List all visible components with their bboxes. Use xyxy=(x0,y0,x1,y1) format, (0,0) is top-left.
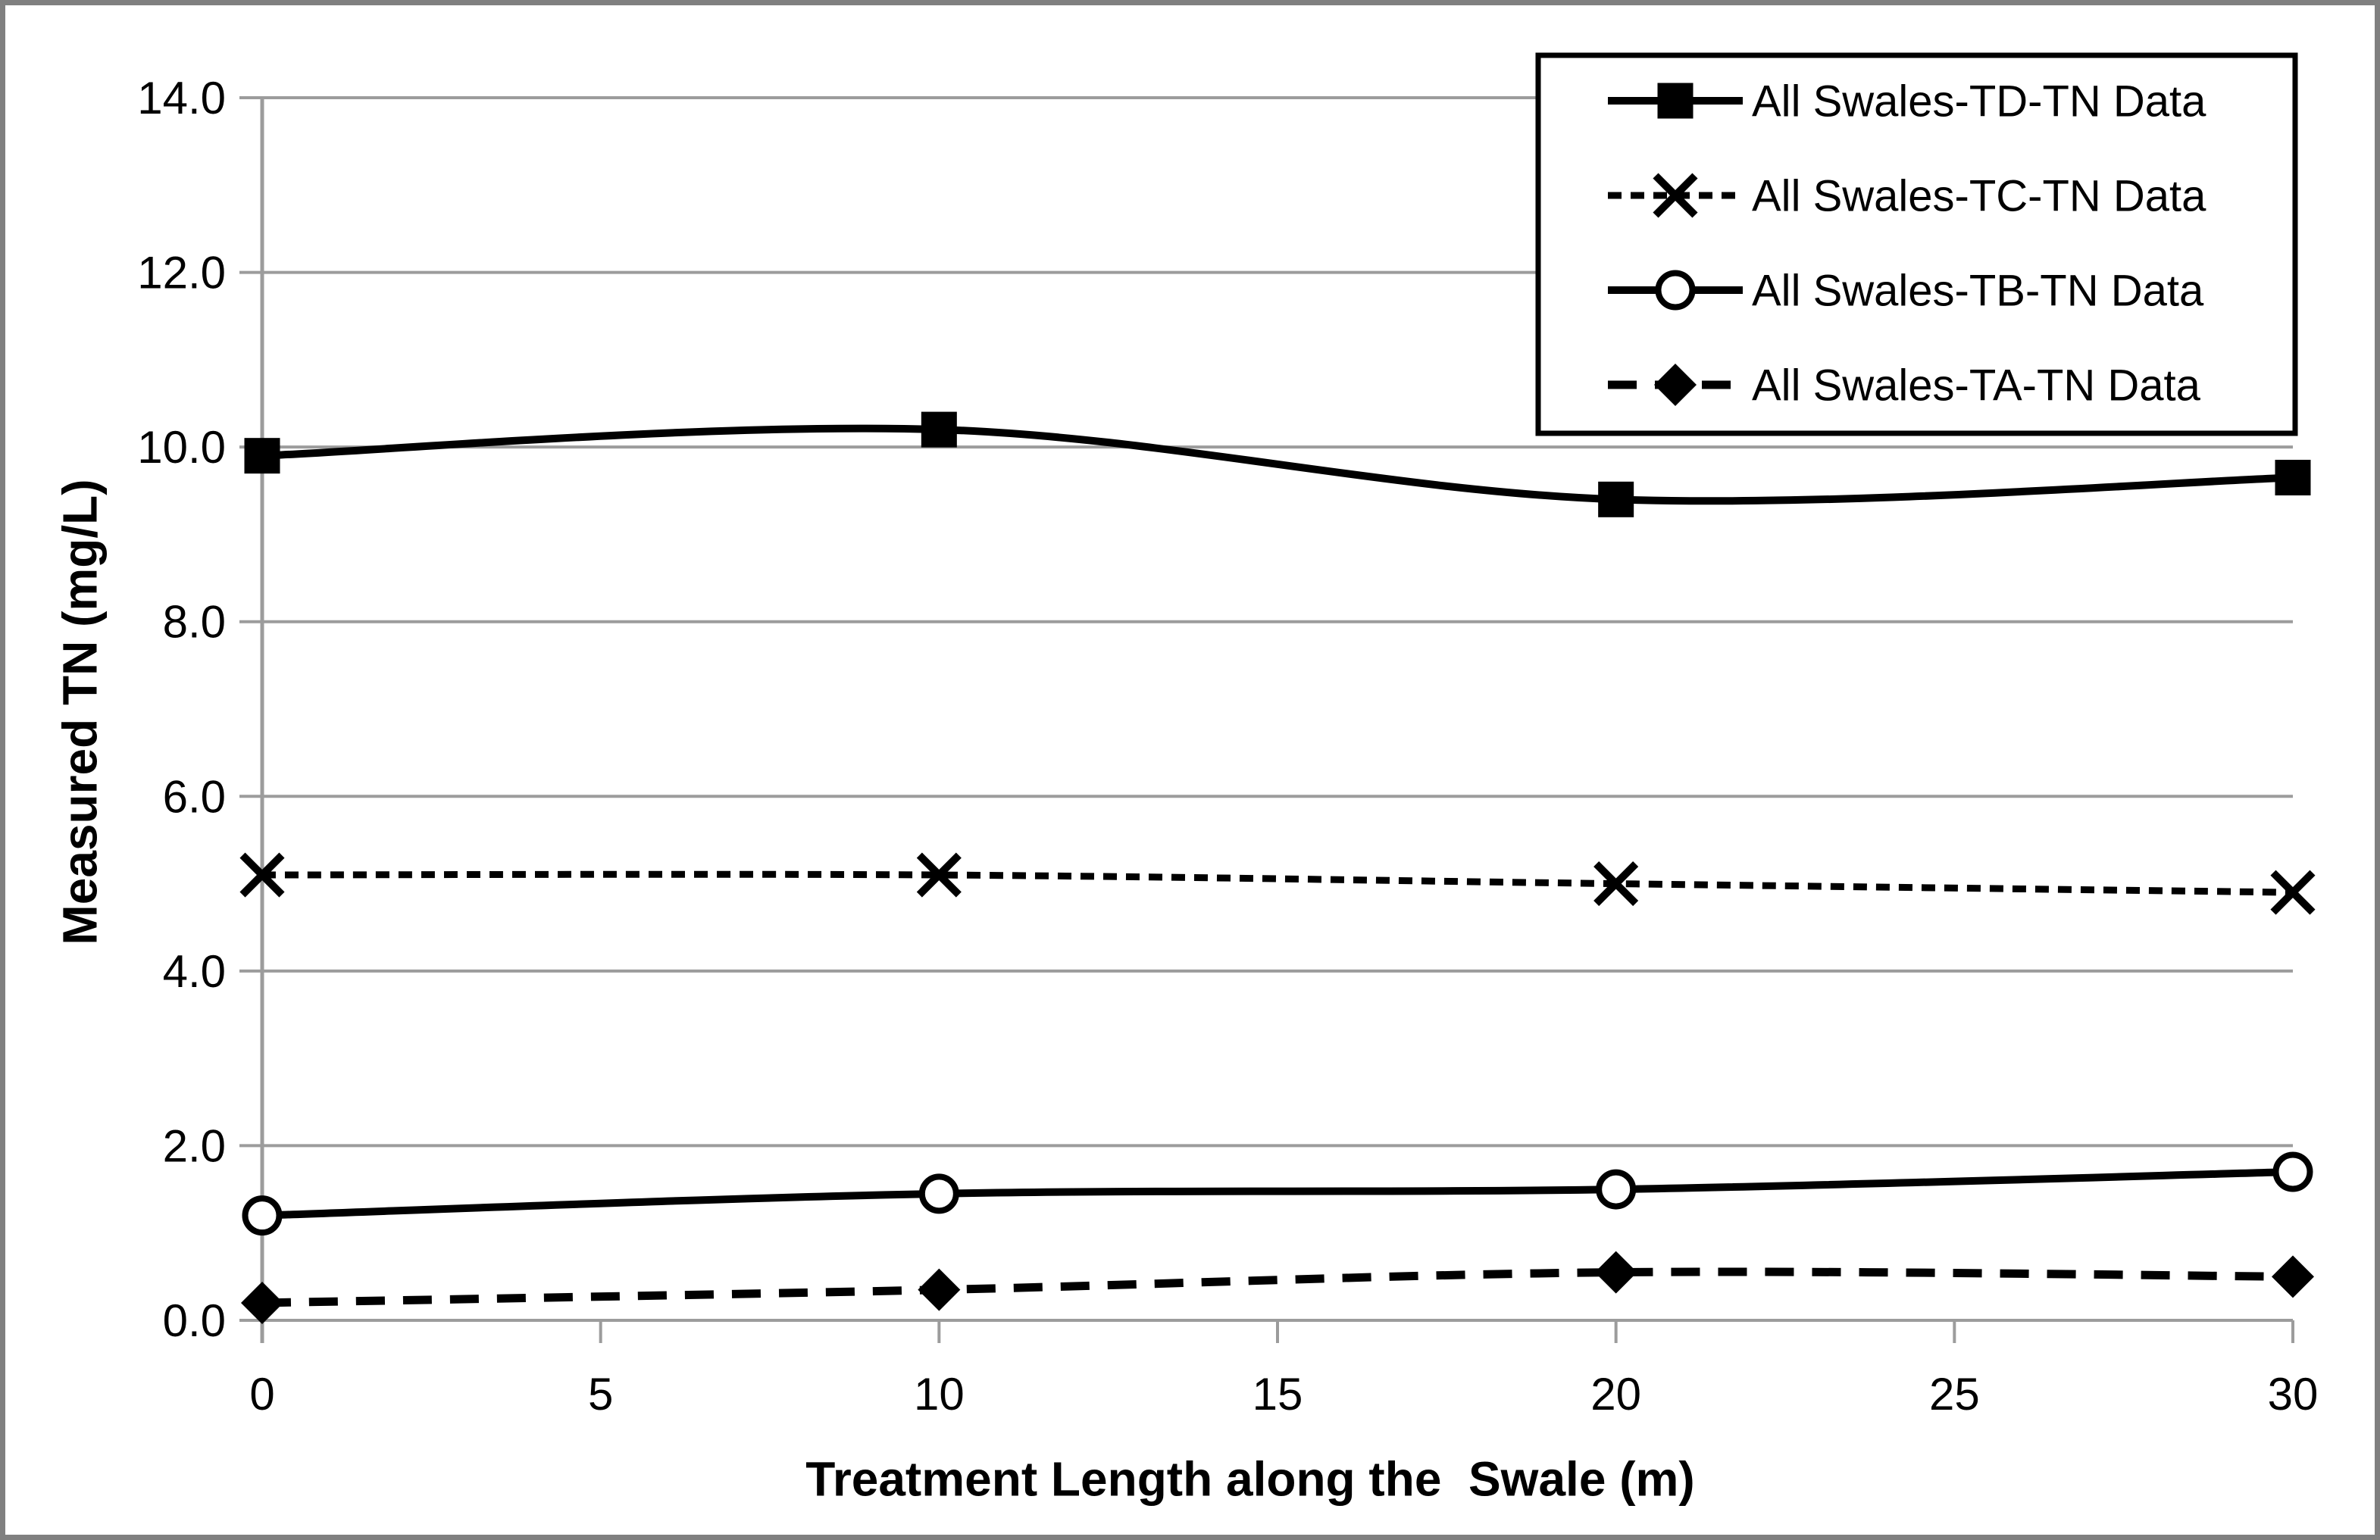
filled-diamond-marker xyxy=(241,1281,283,1324)
y-tick-label: 14.0 xyxy=(137,73,226,123)
series-line xyxy=(261,870,2294,896)
legend-sample-tb xyxy=(1608,270,1743,311)
y-tick-label: 10.0 xyxy=(137,422,226,473)
y-tick-label: 4.0 xyxy=(163,946,226,997)
open-circle-marker xyxy=(1596,1169,1637,1210)
x-tick-label: 10 xyxy=(914,1369,965,1420)
x-tick-label: 30 xyxy=(2268,1369,2319,1420)
x-cross-marker xyxy=(1653,173,1698,218)
open-circle-marker xyxy=(242,1195,283,1236)
x-tick-label: 0 xyxy=(249,1369,274,1420)
legend: All Swales-TD-TN Data All Swales-TC-TN D… xyxy=(1535,52,2298,436)
legend-label-tb: All Swales-TB-TN Data xyxy=(1752,266,2204,315)
y-tick-label: 8.0 xyxy=(163,597,226,648)
y-tick-label: 12.0 xyxy=(137,248,226,298)
open-circle-marker xyxy=(1655,270,1696,311)
filled-square-marker xyxy=(2275,459,2311,495)
legend-item-tb: All Swales-TB-TN Data xyxy=(1608,266,2204,315)
legend-item-tc: All Swales-TC-TN Data xyxy=(1608,171,2206,220)
tick-labels: 0.0 2.0 4.0 6.0 8.0 10.0 12.0 14.0 0 5 10 15 20 25 30 xyxy=(137,73,2318,1420)
x-tick-label: 5 xyxy=(588,1369,613,1420)
series-2 xyxy=(242,1151,2313,1236)
legend-sample-td xyxy=(1608,83,1743,119)
filled-square-marker xyxy=(1657,83,1694,119)
x-cross-marker xyxy=(1593,861,1639,907)
x-cross-marker xyxy=(2270,870,2316,915)
legend-label-ta: All Swales-TA-TN Data xyxy=(1752,361,2201,410)
y-tick-label: 0.0 xyxy=(163,1295,226,1346)
legend-sample-tc xyxy=(1608,173,1743,218)
legend-item-td: All Swales-TD-TN Data xyxy=(1608,77,2206,126)
open-circle-marker xyxy=(2272,1151,2313,1192)
legend-sample-ta xyxy=(1608,364,1743,406)
x-tick-label: 25 xyxy=(1929,1369,1980,1420)
data-series xyxy=(239,411,2316,1324)
y-tick-label: 6.0 xyxy=(163,771,226,822)
filled-diamond-marker xyxy=(1594,1251,1637,1294)
x-cross-marker xyxy=(239,852,285,898)
filled-diamond-marker xyxy=(2272,1255,2314,1298)
legend-item-ta: All Swales-TA-TN Data xyxy=(1608,361,2201,410)
series-line xyxy=(261,1168,2294,1220)
filled-square-marker xyxy=(921,411,957,448)
series-0 xyxy=(244,411,2311,517)
y-axis-title: Measured TN (mg/L) xyxy=(52,479,107,945)
y-tick-label: 2.0 xyxy=(163,1120,226,1171)
series-line xyxy=(261,1267,2294,1307)
filled-diamond-marker xyxy=(1654,364,1697,406)
legend-label-td: All Swales-TD-TN Data xyxy=(1752,77,2206,126)
x-cross-marker xyxy=(916,852,962,898)
x-axis-title: Treatment Length along the Swale (m) xyxy=(805,1451,1694,1506)
legend-label-tc: All Swales-TC-TN Data xyxy=(1752,171,2206,220)
series-3 xyxy=(241,1251,2314,1324)
series-line xyxy=(261,424,2294,505)
open-circle-marker xyxy=(918,1173,959,1214)
filled-square-marker xyxy=(1598,481,1634,517)
x-tick-label: 20 xyxy=(1590,1369,1641,1420)
filled-square-marker xyxy=(244,438,280,474)
series-1 xyxy=(239,852,2316,915)
filled-diamond-marker xyxy=(918,1268,961,1311)
x-tick-label: 15 xyxy=(1253,1369,1303,1420)
